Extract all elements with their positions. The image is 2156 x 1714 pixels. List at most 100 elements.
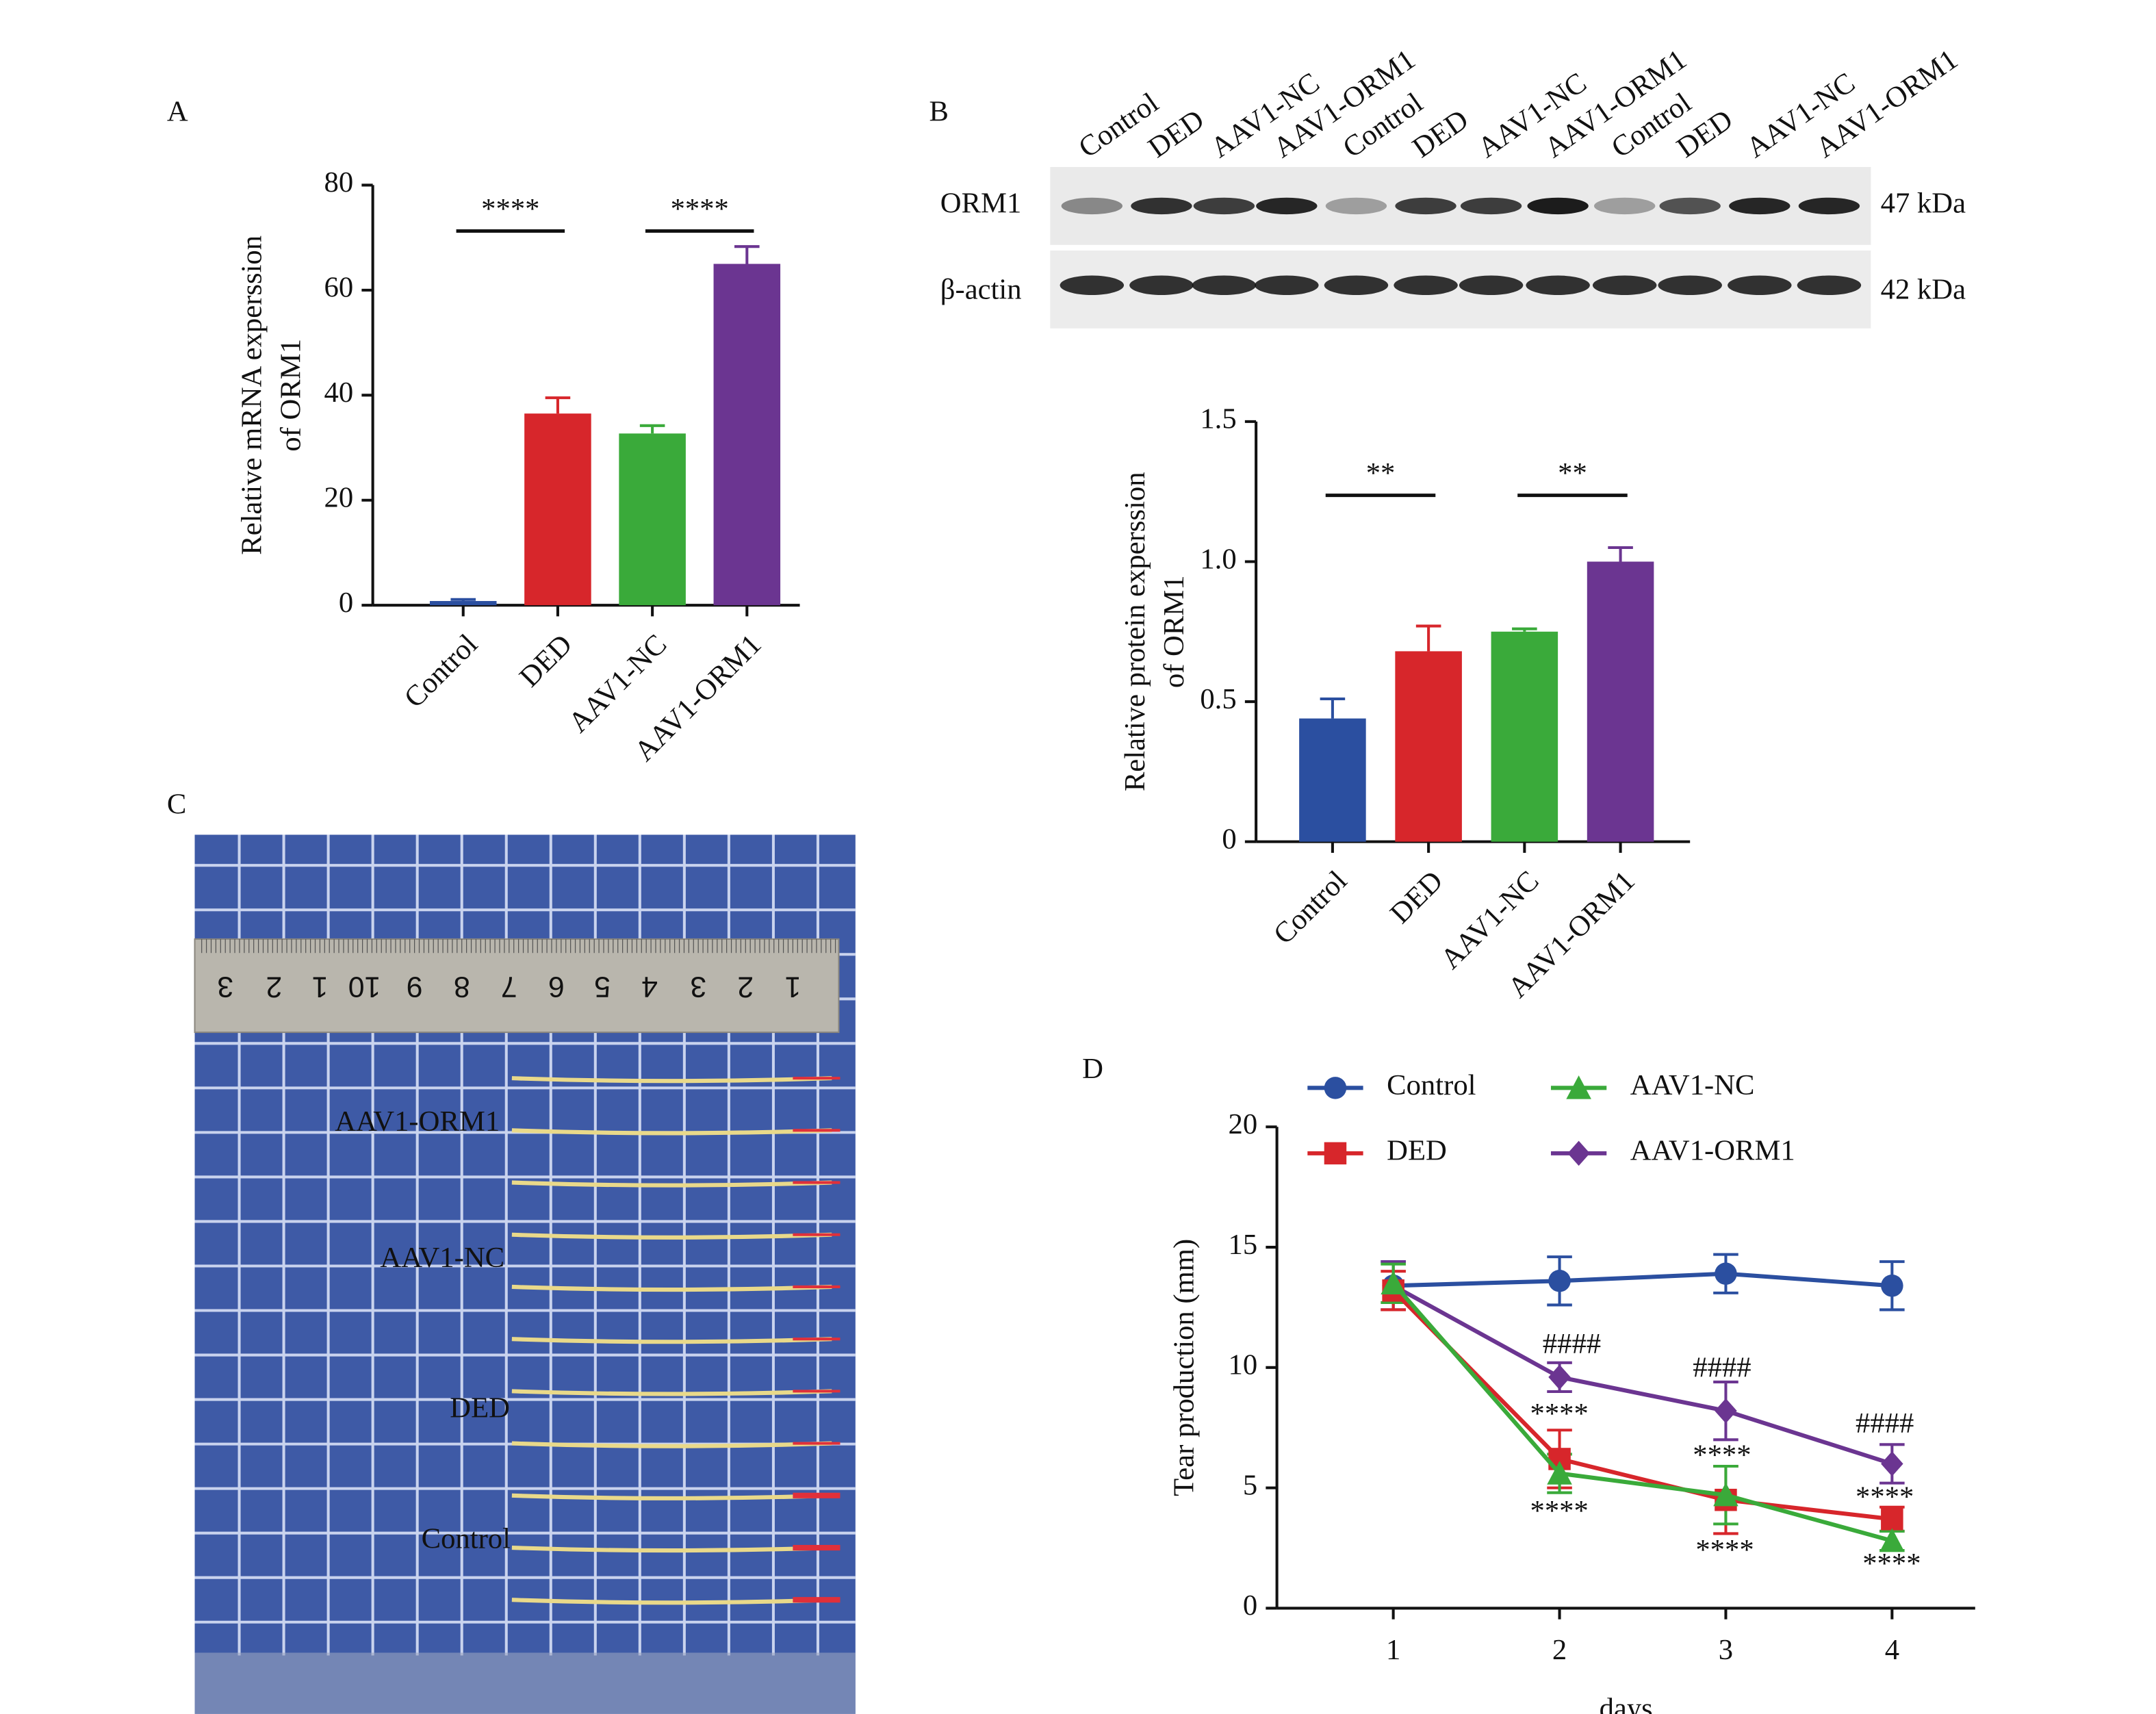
- ruler-number: 10: [348, 971, 381, 1003]
- y-tick-label: 1.5: [1200, 403, 1236, 435]
- annotation: ****: [1530, 1398, 1589, 1430]
- error-bar: [1512, 627, 1537, 632]
- blot-band: [1593, 197, 1656, 215]
- blot-band: [1728, 275, 1792, 295]
- x-tick-label: 3: [1719, 1634, 1733, 1666]
- panel-label: C: [167, 789, 186, 821]
- x-tick-label: Control: [398, 628, 484, 714]
- series-line: [1392, 1283, 1893, 1466]
- y-tick-label: 0: [339, 587, 353, 619]
- legend-label: DED: [1387, 1135, 1447, 1167]
- series-line: [1393, 1271, 1892, 1288]
- blot-band: [1658, 275, 1722, 295]
- ruler-number: 1: [785, 971, 801, 1003]
- series-line: [1391, 1281, 1893, 1543]
- panel-label: D: [1082, 1053, 1103, 1085]
- marker: [1324, 1142, 1347, 1165]
- y-axis-title: Relative mRNA experssion: [236, 235, 268, 555]
- marker: [1547, 1461, 1572, 1485]
- marker: [1548, 1270, 1571, 1292]
- y-axis-title: of ORM1: [1158, 575, 1190, 688]
- bar: [429, 601, 497, 606]
- x-tick-label: 4: [1885, 1634, 1899, 1666]
- panel-label: A: [167, 96, 188, 128]
- blot-band: [1395, 197, 1456, 215]
- blot-band: [1798, 197, 1860, 215]
- blot-band: [1256, 197, 1318, 215]
- error-bar: [450, 598, 476, 602]
- schirmer-strip: [511, 1284, 832, 1292]
- panel-label: B: [929, 96, 949, 128]
- group-label: Control: [422, 1523, 511, 1555]
- y-tick-label: 80: [324, 166, 354, 199]
- y-tick-label: 0: [1222, 823, 1236, 855]
- y-axis-title: Tear production (mm): [1168, 1239, 1200, 1496]
- blot-size-label: 42 kDa: [1881, 274, 1966, 306]
- y-tick-label: 40: [324, 376, 354, 409]
- ruler-number: 4: [641, 971, 658, 1003]
- blot-band: [1526, 275, 1590, 295]
- annotation: ****: [1695, 1534, 1754, 1566]
- annotation: ****: [1693, 1440, 1751, 1472]
- series-line: [1391, 1289, 1892, 1522]
- lane-label: Control: [1073, 87, 1165, 164]
- blot-band: [1729, 197, 1791, 215]
- y-tick-label: 15: [1229, 1229, 1258, 1261]
- blot-size-label: 47 kDa: [1881, 188, 1966, 220]
- x-tick-label: 2: [1552, 1634, 1567, 1666]
- ruler-number: 6: [548, 971, 565, 1003]
- blot-band: [1192, 275, 1257, 295]
- y-axis-title: Relative protein experssion: [1119, 472, 1151, 791]
- x-tick-label: DED: [513, 628, 578, 693]
- ruler-bottom: [194, 1652, 856, 1714]
- bar: [1395, 651, 1462, 842]
- ruler-number: 3: [217, 971, 233, 1003]
- schirmer-strip: [511, 1337, 832, 1344]
- annotation: ####: [1543, 1328, 1601, 1360]
- ruler: [194, 938, 840, 1034]
- significance-label: ****: [671, 193, 729, 225]
- ruler-number: 3: [690, 971, 706, 1003]
- significance-label: **: [1366, 457, 1396, 489]
- group-label: AAV1-NC: [380, 1242, 504, 1274]
- marker: [1381, 1270, 1406, 1295]
- blot-band: [1324, 275, 1389, 295]
- annotation: ****: [1530, 1495, 1589, 1527]
- marker: [1881, 1451, 1903, 1476]
- ruler-number: 5: [594, 971, 611, 1003]
- blot-row-label: ORM1: [940, 188, 1022, 220]
- marker: [1715, 1262, 1737, 1285]
- blot-band: [1193, 197, 1255, 215]
- marker: [1881, 1275, 1903, 1297]
- x-axis-title: days: [1600, 1693, 1653, 1714]
- schirmer-strip: [511, 1441, 832, 1448]
- blot-band: [1659, 197, 1721, 215]
- marker: [1548, 1364, 1571, 1390]
- blot-band: [1060, 275, 1125, 295]
- blot-band: [1131, 197, 1192, 215]
- bar: [619, 433, 686, 606]
- schirmer-strip: [511, 1180, 832, 1188]
- ruler-number: 1: [312, 971, 329, 1003]
- marker: [1567, 1140, 1590, 1166]
- blot-band: [1129, 275, 1194, 295]
- y-tick-label: 1.0: [1200, 543, 1236, 575]
- annotation: ####: [1693, 1352, 1751, 1384]
- blot-band: [1527, 197, 1589, 215]
- y-tick-label: 60: [324, 272, 354, 304]
- blot-band: [1797, 275, 1862, 295]
- schirmer-strip: [511, 1598, 832, 1605]
- legend-label: Control: [1387, 1069, 1476, 1101]
- significance-label: ****: [481, 193, 539, 225]
- y-tick-label: 0.5: [1200, 683, 1236, 715]
- marker: [1715, 1398, 1737, 1424]
- blot-band: [1255, 275, 1319, 295]
- y-tick-label: 20: [1229, 1108, 1258, 1140]
- schirmer-strip: [511, 1128, 832, 1136]
- schirmer-strip: [511, 1389, 832, 1396]
- annotation: ####: [1856, 1407, 1914, 1440]
- blot-band: [1394, 275, 1458, 295]
- schirmer-strip: [511, 1232, 832, 1240]
- schirmer-strip: [511, 1545, 832, 1553]
